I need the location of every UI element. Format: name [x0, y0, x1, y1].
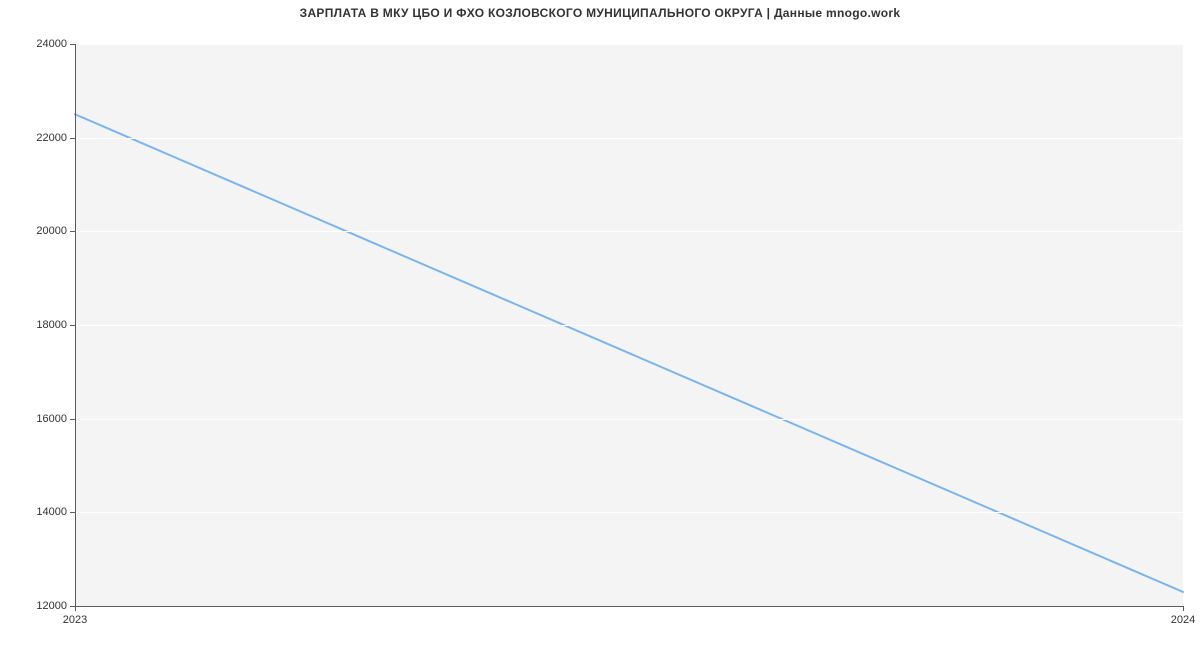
x-tick-label: 2023	[63, 614, 87, 626]
y-tick-label: 14000	[36, 506, 67, 518]
x-tick	[1183, 606, 1184, 611]
y-tick-label: 22000	[36, 132, 67, 144]
series-line-salary	[75, 114, 1183, 592]
chart-title: ЗАРПЛАТА В МКУ ЦБО И ФХО КОЗЛОВСКОГО МУН…	[0, 6, 1200, 20]
y-gridline	[75, 138, 1183, 139]
plot-area: 1200014000160001800020000220002400020232…	[75, 44, 1183, 606]
y-gridline	[75, 512, 1183, 513]
y-tick-label: 18000	[36, 319, 67, 331]
x-tick-label: 2024	[1171, 614, 1195, 626]
y-gridline	[75, 231, 1183, 232]
y-tick-label: 24000	[36, 38, 67, 50]
y-axis-line	[75, 44, 76, 606]
y-tick-label: 20000	[36, 225, 67, 237]
y-tick-label: 12000	[36, 600, 67, 612]
y-gridline	[75, 44, 1183, 45]
x-axis-line	[75, 606, 1183, 607]
y-gridline	[75, 325, 1183, 326]
y-gridline	[75, 419, 1183, 420]
y-tick-label: 16000	[36, 413, 67, 425]
